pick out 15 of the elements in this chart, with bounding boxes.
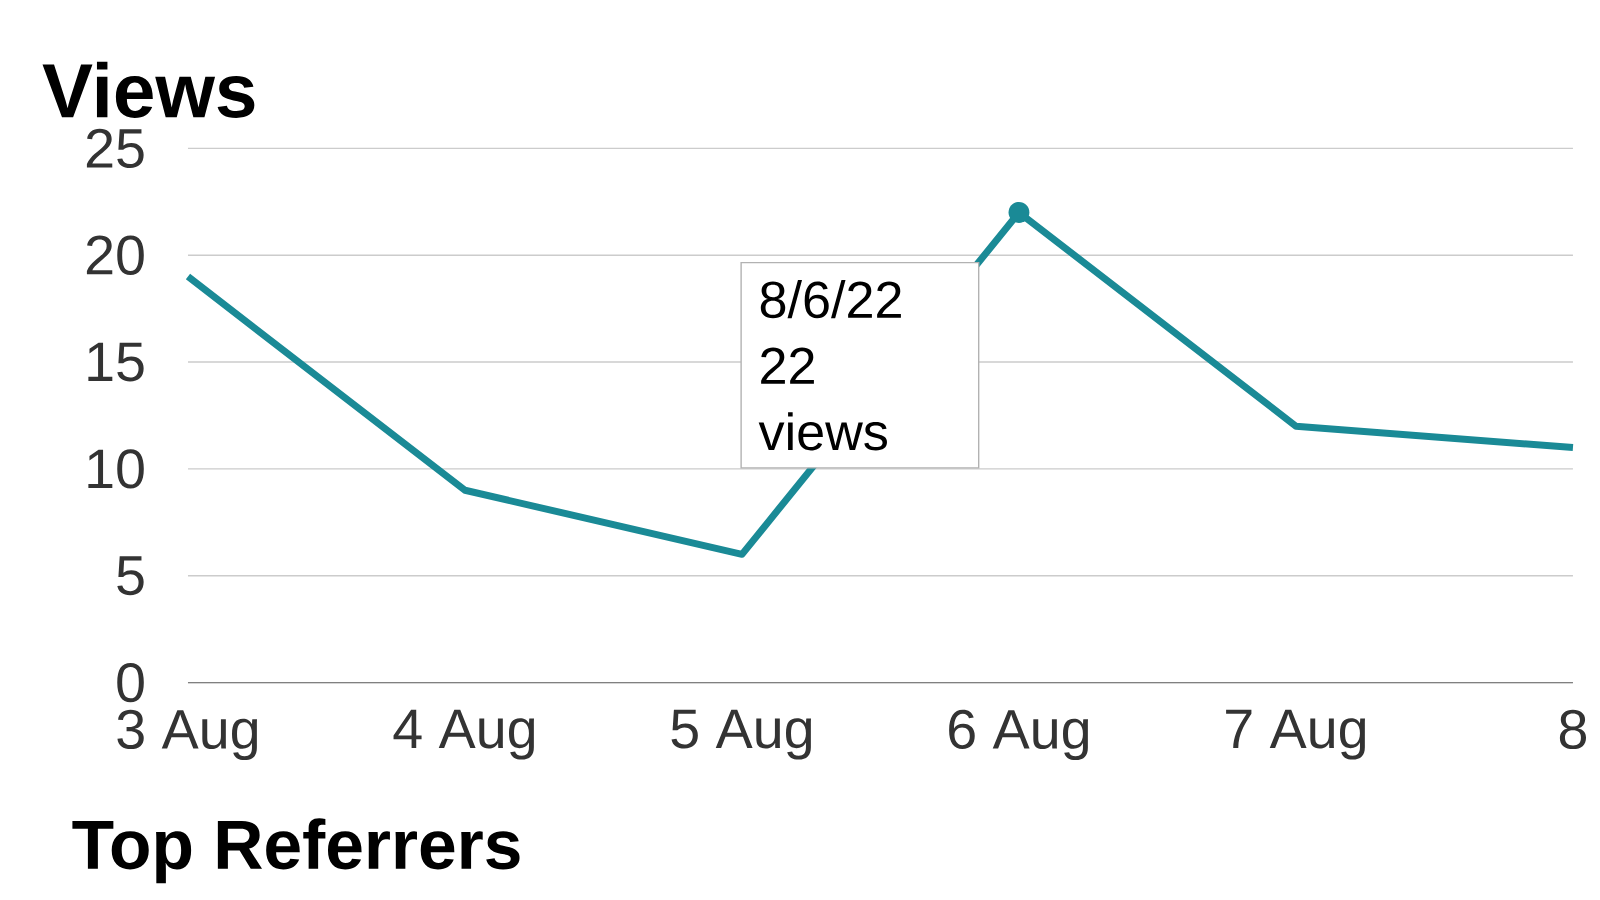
chart-title: Views xyxy=(42,61,255,118)
y-tick-label: 15 xyxy=(88,342,144,382)
x-tick-label: 3 Aug xyxy=(117,709,258,760)
annotation: 8/6/22 22 views xyxy=(758,279,901,451)
y-tick-label: 20 xyxy=(86,235,144,275)
x-tick-label: 4 Aug xyxy=(393,709,535,760)
x-tick-label: 6 Aug xyxy=(949,709,1089,760)
y-tick-label: 25 xyxy=(86,128,144,168)
text: Top Referrers xyxy=(72,818,520,884)
x-tick-label: 5 Aug xyxy=(671,709,812,760)
x-tick-label: 8 xyxy=(1559,709,1587,749)
x-tick-label: 7 Aug xyxy=(1226,709,1366,760)
y-tick-label: 0 xyxy=(117,662,144,703)
y-tick-label: 5 xyxy=(117,556,144,596)
y-tick-label: 10 xyxy=(88,449,144,489)
